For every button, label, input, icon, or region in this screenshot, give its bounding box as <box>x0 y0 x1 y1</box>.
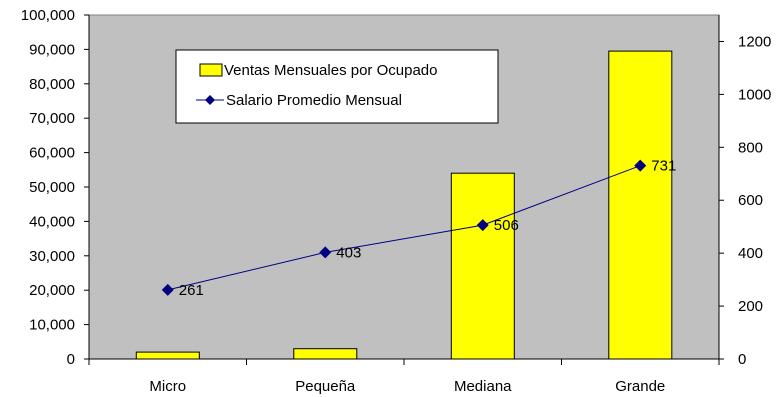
y-left-tick-label: 70,000 <box>29 110 75 127</box>
line-point <box>476 219 489 232</box>
legend-label: Ventas Mensuales por Ocupado <box>224 62 437 79</box>
y-right-tick-label: 600 <box>738 192 763 209</box>
y-right-tick-label: 0 <box>738 351 746 368</box>
bar <box>293 348 358 360</box>
data-label: 403 <box>336 244 361 261</box>
bar <box>450 172 515 360</box>
bar-series <box>135 50 673 360</box>
x-tick-label: Micro <box>149 378 186 395</box>
y-right-tick-label: 200 <box>738 298 763 315</box>
y-left-tick-label: 100,000 <box>21 7 75 24</box>
x-tick-label: Pequeña <box>295 378 356 395</box>
y-left-tick-label: 0 <box>67 351 75 368</box>
legend-box <box>175 49 499 124</box>
y-left-tick-label: 10,000 <box>29 317 75 334</box>
line-series: 261 403 506 731 <box>161 158 676 299</box>
y-left-tick-label: 40,000 <box>29 213 75 230</box>
axes: 0 10,000 20,000 30,000 40,000 50,000 60,000 70,… <box>21 7 772 395</box>
line-point <box>161 283 174 296</box>
y-right-tick-label: 1200 <box>738 33 771 50</box>
data-label: 506 <box>494 217 519 234</box>
line-point <box>319 246 332 259</box>
y-left-tick-label: 60,000 <box>29 145 75 162</box>
line-path <box>167 165 641 291</box>
y-left-tick-label: 90,000 <box>29 41 75 58</box>
y-right-tick-label: 1000 <box>738 86 771 103</box>
bar <box>608 50 673 360</box>
y-right-tick-label: 800 <box>738 139 763 156</box>
y-left-tick-label: 20,000 <box>29 282 75 299</box>
y-left-tick-label: 30,000 <box>29 248 75 265</box>
y-left-tick-label: 80,000 <box>29 76 75 93</box>
x-tick-label: Grande <box>615 378 665 395</box>
legend: Ventas Mensuales por Ocupado Salario Prom… <box>175 49 499 124</box>
bar <box>135 351 200 360</box>
y-left-tick-label: 50,000 <box>29 179 75 196</box>
data-label: 261 <box>179 282 204 299</box>
y-right-tick-label: 400 <box>738 245 763 262</box>
legend-swatch-bar <box>199 63 223 77</box>
legend-swatch-marker <box>205 95 215 105</box>
data-label: 731 <box>651 158 676 175</box>
x-tick-label: Mediana <box>454 378 512 395</box>
legend-label: Salario Promedio Mensual <box>226 92 402 109</box>
line-point <box>634 159 647 172</box>
